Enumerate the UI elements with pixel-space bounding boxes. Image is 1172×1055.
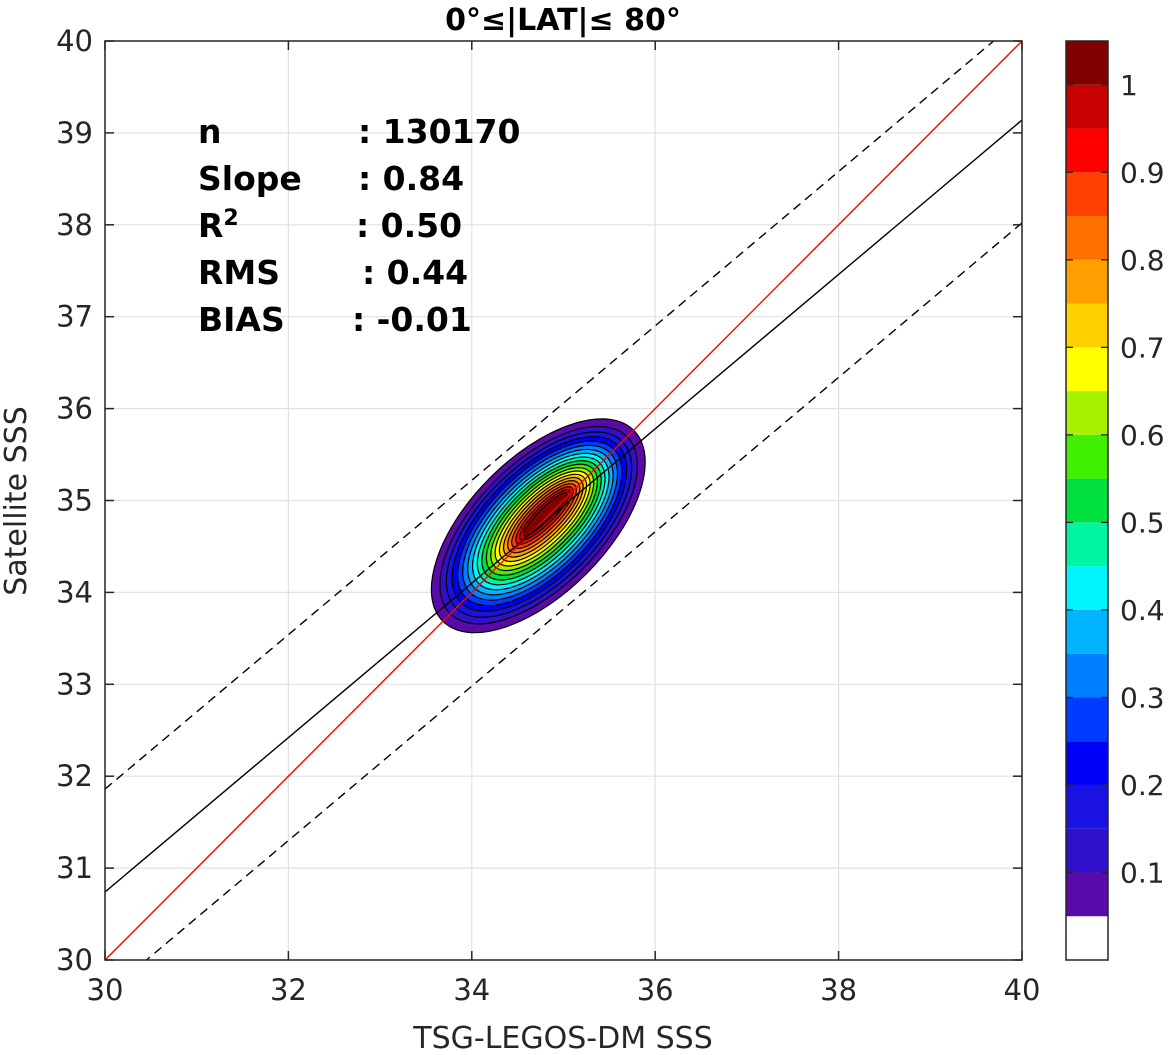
colorbar-swatch bbox=[1066, 609, 1108, 654]
x-tick-label: 30 bbox=[87, 973, 124, 1007]
y-tick-label: 35 bbox=[56, 484, 93, 518]
colorbar-tick-label: 0.6 bbox=[1120, 419, 1165, 452]
y-tick-label: 39 bbox=[56, 116, 93, 150]
stat-value: : -0.01 bbox=[352, 300, 472, 339]
colorbar-tick-label: 0.1 bbox=[1120, 856, 1165, 889]
colorbar-tick-label: 0.5 bbox=[1120, 506, 1165, 539]
colorbar-swatch bbox=[1066, 784, 1108, 829]
y-tick-label: 30 bbox=[56, 943, 93, 977]
reference-lines bbox=[104, 40, 1023, 961]
colorbar-swatch bbox=[1066, 216, 1108, 260]
statistics-annotation: n : 130170 Slope : 0.84 R2 : 0.50 RMS : 0.44 BIA… bbox=[198, 112, 520, 339]
y-tick-label: 40 bbox=[56, 24, 93, 58]
y-tick-label: 38 bbox=[56, 208, 93, 242]
y-tick-label: 37 bbox=[56, 300, 93, 334]
x-tick-label: 36 bbox=[637, 973, 674, 1007]
stat-key: BIAS bbox=[198, 300, 285, 339]
stat-value: : 0.50 bbox=[356, 206, 462, 245]
stat-value: : 130170 bbox=[358, 112, 520, 151]
colorbar-frame bbox=[1065, 40, 1109, 961]
colorbar-tick-label: 0.7 bbox=[1120, 331, 1165, 364]
colorbar-swatch bbox=[1066, 697, 1108, 742]
colorbar-swatch bbox=[1066, 128, 1108, 173]
colorbar-swatch bbox=[1066, 653, 1108, 698]
y-axis-label: Satellite SSS bbox=[0, 406, 34, 596]
y-tick-label: 31 bbox=[56, 851, 93, 885]
axis-ticks: 30 32 34 36 38 40 30 31 32 33 34 35 36 37 38 39 40 bbox=[56, 24, 1040, 1007]
x-tick-label: 32 bbox=[270, 973, 307, 1007]
colorbar-swatch bbox=[1066, 478, 1108, 523]
line-lower-bound bbox=[146, 222, 1023, 961]
stat-key: RMS bbox=[198, 253, 280, 292]
stat-value: : 0.44 bbox=[362, 253, 468, 292]
colorbar-tick-label: 0.8 bbox=[1120, 244, 1165, 277]
x-tick-label: 38 bbox=[820, 973, 857, 1007]
stat-key: Slope bbox=[198, 159, 302, 198]
colorbar-swatch bbox=[1066, 872, 1108, 917]
x-axis-label: TSG-LEGOS-DM SSS bbox=[412, 1021, 713, 1055]
x-tick-label: 34 bbox=[453, 973, 490, 1007]
colorbar-swatch bbox=[1066, 303, 1108, 348]
y-tick-label: 34 bbox=[56, 575, 93, 609]
stat-key: R2 bbox=[198, 206, 239, 246]
colorbar-swatch bbox=[1066, 391, 1108, 435]
colorbar-tick-label: 1 bbox=[1120, 69, 1138, 102]
colorbar-tick-label: 0.9 bbox=[1120, 156, 1165, 189]
colorbar-swatch bbox=[1066, 522, 1108, 567]
stat-key: n bbox=[198, 112, 222, 151]
colorbar-tick-label: 0.3 bbox=[1120, 681, 1165, 714]
line-regression-fit bbox=[104, 119, 1023, 893]
colorbar-swatch bbox=[1066, 566, 1108, 610]
colorbar-swatch bbox=[1066, 741, 1108, 785]
chart-title: 0°≤|LAT|≤ 80° bbox=[445, 3, 681, 38]
line-upper-bound bbox=[104, 40, 995, 790]
y-tick-label: 32 bbox=[56, 759, 93, 793]
colorbar-swatch bbox=[1066, 916, 1108, 960]
x-tick-label: 40 bbox=[1004, 973, 1041, 1007]
colorbar-swatch bbox=[1066, 434, 1108, 479]
colorbar-tick-label: 0.2 bbox=[1120, 769, 1165, 802]
y-tick-label: 33 bbox=[56, 667, 93, 701]
colorbar-tick-label: 0.4 bbox=[1120, 594, 1165, 627]
colorbar-swatch bbox=[1066, 259, 1108, 304]
colorbar-swatch bbox=[1066, 84, 1108, 129]
line-one-to-one bbox=[104, 40, 1023, 961]
colorbar-swatch bbox=[1066, 41, 1108, 85]
colorbar-swatch bbox=[1066, 347, 1108, 392]
colorbar-swatch bbox=[1066, 828, 1108, 873]
colorbar-swatch bbox=[1066, 172, 1108, 217]
y-tick-label: 36 bbox=[56, 392, 93, 426]
stat-value: : 0.84 bbox=[358, 159, 464, 198]
colorbar: 0.1 0.2 0.3 0.4 0.5 0.6 0.7 0.8 0.9 1 bbox=[1065, 40, 1165, 961]
